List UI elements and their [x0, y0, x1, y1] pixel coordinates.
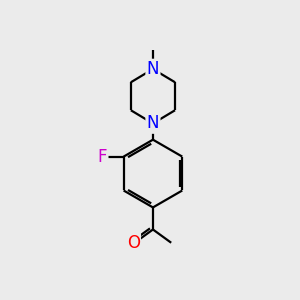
- Text: N: N: [147, 60, 159, 78]
- Text: F: F: [98, 148, 107, 166]
- Text: N: N: [147, 115, 159, 133]
- Text: O: O: [127, 234, 140, 252]
